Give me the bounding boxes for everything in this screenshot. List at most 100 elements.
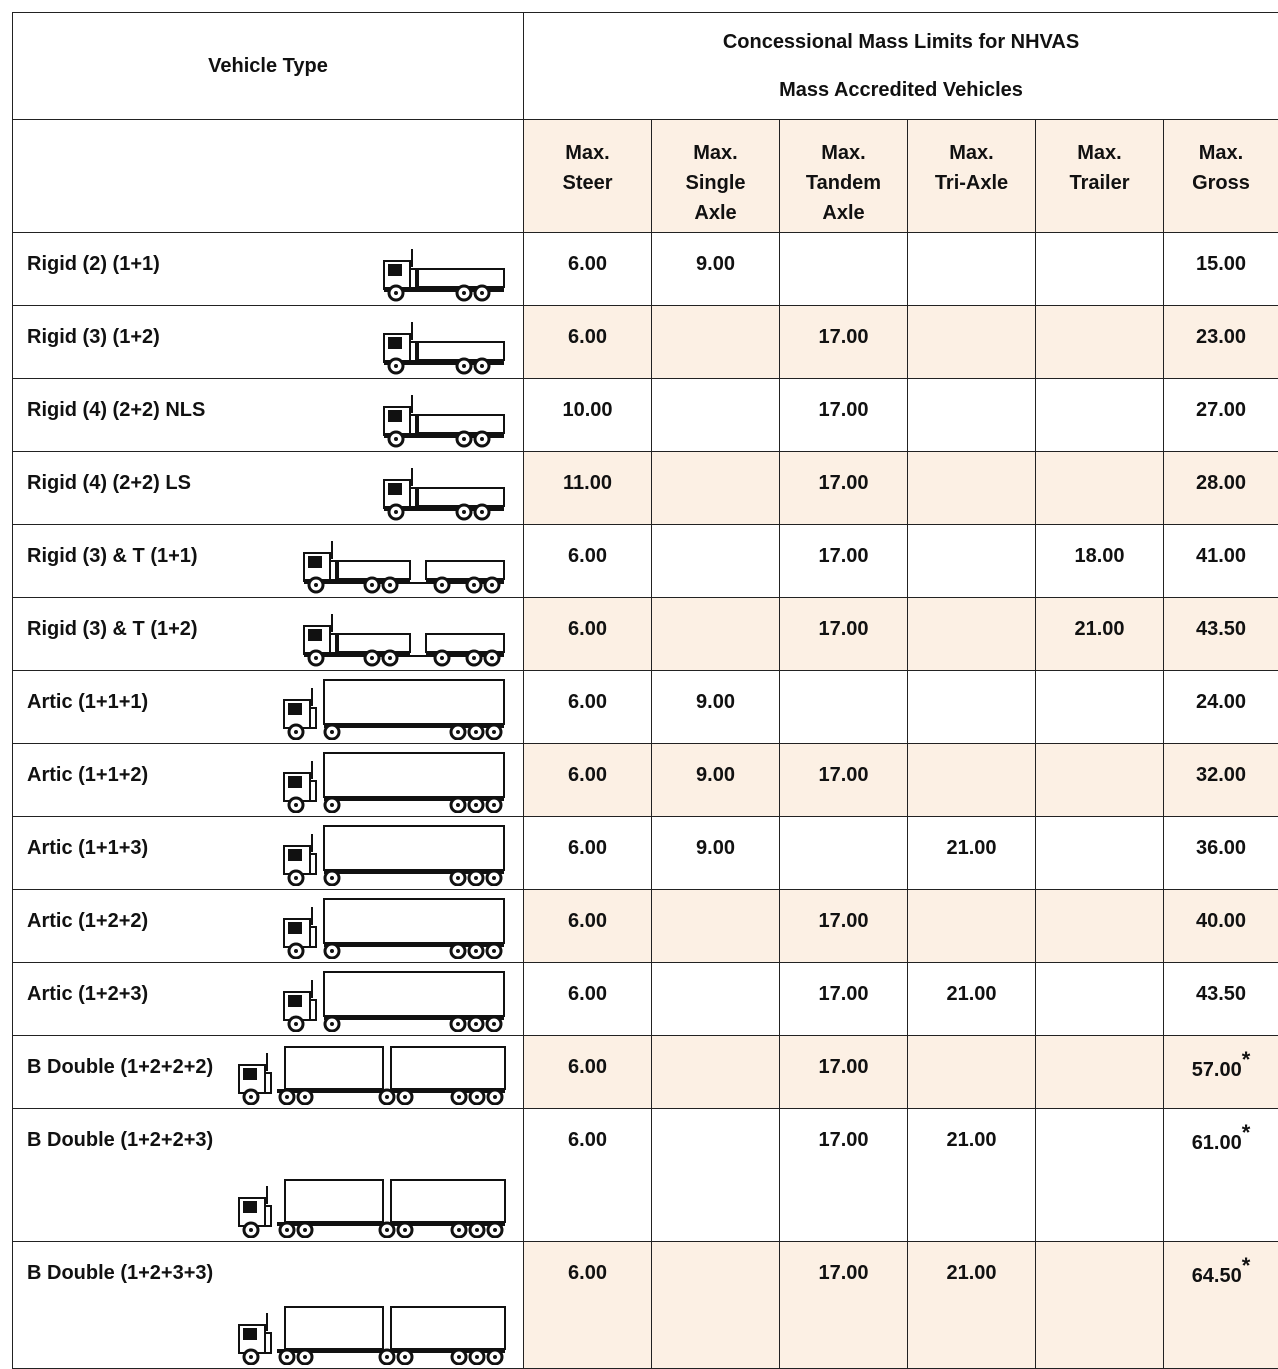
- vehicle-name: Artic (1+2+3): [27, 983, 149, 1005]
- data-row: Rigid (3) (1+2) 6.00 17.00 23.00: [12, 305, 1278, 379]
- footnote-mark: *: [1241, 1253, 1251, 1278]
- value: 41.00: [1195, 545, 1247, 567]
- value: 27.00: [1195, 399, 1247, 421]
- column-header: Max. Single Axle: [651, 119, 780, 233]
- value-cell: [907, 451, 1036, 525]
- value-cell: [907, 889, 1036, 963]
- value: 17.00: [818, 983, 869, 1005]
- value-cell: 43.50: [1162, 962, 1278, 1036]
- value-cell: 17.00: [779, 889, 908, 963]
- data-row: Artic (1+2+3) 6.00 17.00 21.00 43.50: [12, 962, 1278, 1036]
- value: 6.00: [568, 326, 607, 348]
- value: 6.00: [568, 983, 607, 1005]
- data-row: Artic (1+1+3) 6.00 9.00 21.00 36.00: [12, 816, 1278, 890]
- value-cell: 17.00: [779, 1241, 908, 1369]
- value-cell: 41.00: [1162, 524, 1278, 598]
- column-header-line: Tri-Axle: [934, 172, 1009, 194]
- column-header: Max. Steer: [523, 119, 652, 233]
- value: 17.00: [818, 1129, 869, 1151]
- value-cell: 6.00: [523, 524, 652, 598]
- vehicle-cell: B Double (1+2+3+3): [12, 1241, 524, 1369]
- value: 6.00: [568, 1129, 607, 1151]
- data-row: Rigid (3) & T (1+1) 6.00 17.00 18.00 41.00: [12, 524, 1278, 598]
- value-cell: [1035, 962, 1164, 1036]
- vehicle-name: Artic (1+1+2): [27, 764, 149, 786]
- column-header: Max. Tandem Axle: [779, 119, 908, 233]
- value-cell: 21.00: [907, 1108, 1036, 1242]
- value-cell: [651, 378, 780, 452]
- column-header-line: Single: [685, 172, 746, 194]
- value-cell: 21.00: [907, 962, 1036, 1036]
- column-header-row: Max. Steer Max. Single Axle Max. Tandem Axle Max…: [12, 119, 1278, 233]
- value-cell: [1035, 816, 1164, 890]
- vehicle-icon: [282, 824, 507, 886]
- vehicle-icon: [237, 1303, 507, 1365]
- value-cell: 9.00: [651, 232, 780, 306]
- value-cell: 9.00: [651, 743, 780, 817]
- value-cell: 6.00: [523, 889, 652, 963]
- mass-limits-table: Vehicle Type Concessional Mass Limits fo…: [12, 12, 1278, 1369]
- value: 17.00: [818, 910, 869, 932]
- value-cell: [1035, 889, 1164, 963]
- value: 18.00: [1074, 545, 1125, 567]
- value-cell: [1035, 305, 1164, 379]
- value-cell: [651, 524, 780, 598]
- value: 32.00: [1195, 764, 1247, 786]
- vehicle-name: Rigid (3) & T (1+1): [27, 545, 198, 567]
- column-header-line: Steer: [562, 172, 613, 194]
- data-row: Rigid (2) (1+1) 6.00 9.00 15.00: [12, 232, 1278, 306]
- value-cell: [651, 1241, 780, 1369]
- vehicle-cell: Artic (1+1+1): [12, 670, 524, 744]
- value: 36.00: [1195, 837, 1247, 859]
- value-cell: [651, 597, 780, 671]
- column-header-line: Axle: [694, 202, 737, 224]
- vehicle-icon: [302, 612, 507, 667]
- value: 9.00: [696, 691, 735, 713]
- value-cell: 9.00: [651, 816, 780, 890]
- vehicle-name: B Double (1+2+3+3): [27, 1262, 214, 1284]
- value-cell: 21.00: [907, 816, 1036, 890]
- value-cell: [1035, 232, 1164, 306]
- value: 23.00: [1195, 326, 1247, 348]
- vehicle-cell: Rigid (4) (2+2) NLS: [12, 378, 524, 452]
- column-header-line: Tandem: [805, 172, 882, 194]
- value-cell: [907, 305, 1036, 379]
- header-line: Concessional Mass Limits for NHVAS: [722, 31, 1080, 53]
- vehicle-name: B Double (1+2+2+2): [27, 1056, 214, 1078]
- data-row: B Double (1+2+2+3) 6.00 17.00 21.00 61.00*: [12, 1108, 1278, 1242]
- value: 40.00: [1195, 910, 1247, 932]
- header-row: Vehicle Type Concessional Mass Limits fo…: [12, 12, 1278, 120]
- vehicle-cell: Rigid (4) (2+2) LS: [12, 451, 524, 525]
- value-cell: 32.00: [1162, 743, 1278, 817]
- value-cell: [907, 232, 1036, 306]
- value-cell: 6.00: [523, 816, 652, 890]
- value: 6.00: [568, 253, 607, 275]
- column-header-line: Axle: [822, 202, 865, 224]
- value-cell: 6.00: [523, 1241, 652, 1369]
- value-cell: 17.00: [779, 1035, 908, 1109]
- value-cell: 15.00: [1162, 232, 1278, 306]
- vehicle-icon: [237, 1043, 507, 1105]
- footnote-mark: *: [1241, 1047, 1251, 1072]
- value-cell: 64.50*: [1162, 1241, 1278, 1369]
- value: 43.50: [1195, 983, 1247, 1005]
- vehicle-name: Artic (1+1+1): [27, 691, 149, 713]
- value-cell: [907, 378, 1036, 452]
- value-cell: 9.00: [651, 670, 780, 744]
- header-line: Mass Accredited Vehicles: [779, 79, 1023, 101]
- value: 9.00: [696, 837, 735, 859]
- group-header: Concessional Mass Limits for NHVAS Mass A…: [522, 12, 1278, 120]
- vehicle-name: Rigid (2) (1+1): [27, 253, 160, 275]
- value-cell: [651, 451, 780, 525]
- value-cell: [1035, 451, 1164, 525]
- value-cell: 10.00: [523, 378, 652, 452]
- value-cell: 17.00: [779, 597, 908, 671]
- value: 28.00: [1195, 472, 1247, 494]
- value-cell: 6.00: [523, 232, 652, 306]
- column-header-line: Trailer: [1069, 172, 1130, 194]
- column-header-line: Max.: [1198, 142, 1244, 164]
- vehicle-icon: [382, 320, 507, 375]
- vehicle-icon: [382, 247, 507, 302]
- column-header: Max. Tri-Axle: [907, 119, 1036, 233]
